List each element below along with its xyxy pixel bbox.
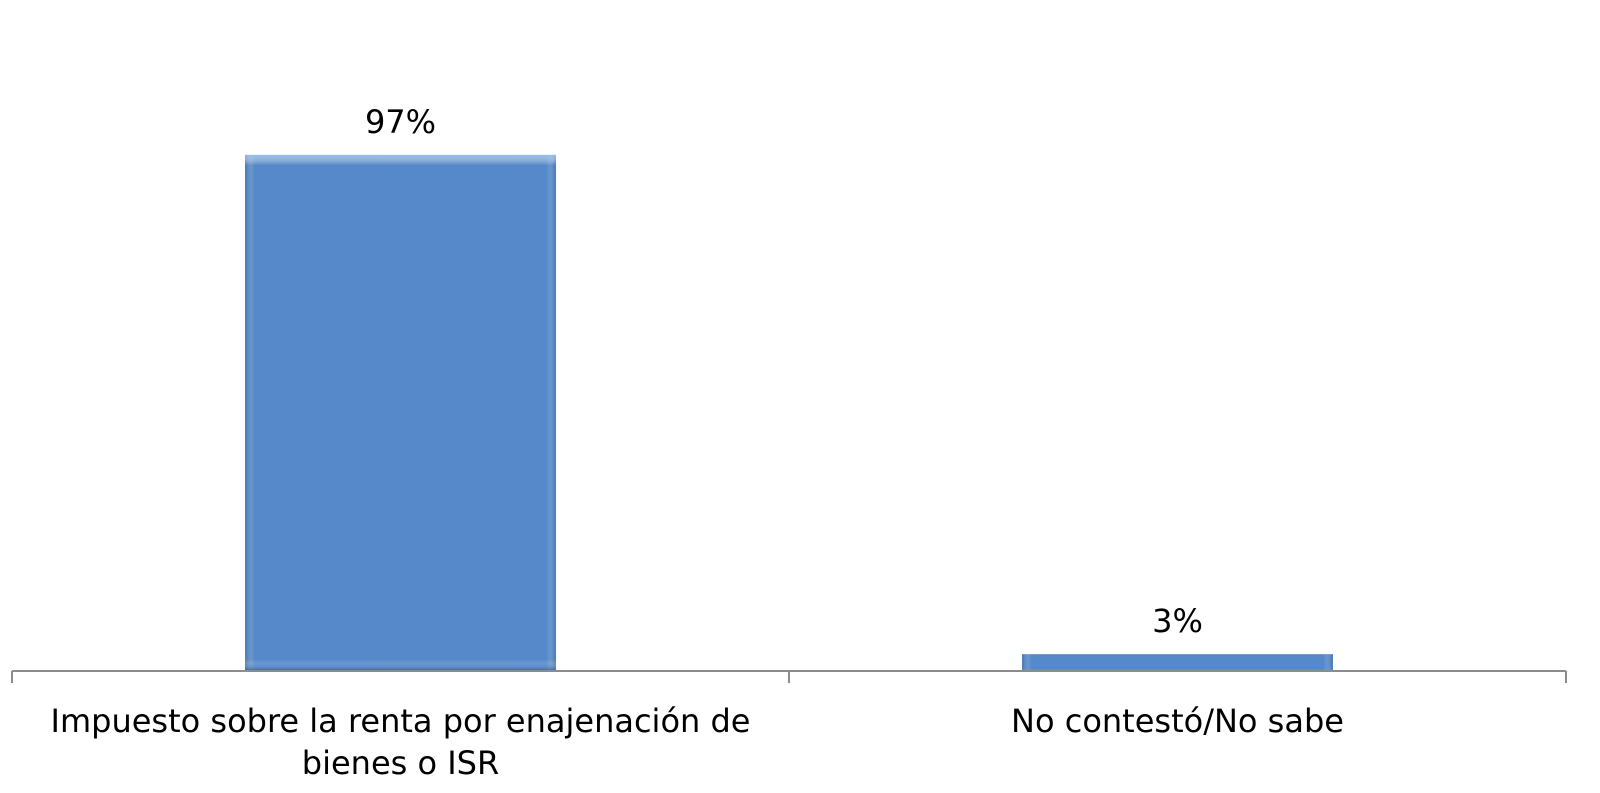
data-label: 97% xyxy=(365,103,436,141)
x-tick-label: No contestó/No sabe xyxy=(1011,702,1344,740)
bar xyxy=(1022,654,1333,670)
data-label: 3% xyxy=(1152,602,1203,640)
bar xyxy=(245,154,556,670)
x-tick-label: Impuesto sobre la renta por enajenación … xyxy=(50,702,751,782)
